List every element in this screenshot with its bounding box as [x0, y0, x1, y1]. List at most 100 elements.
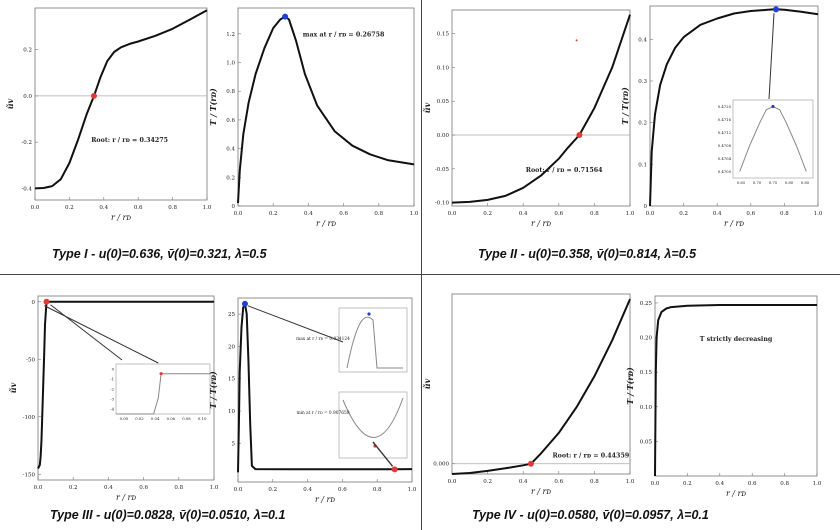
y-tick-label: 0.2	[23, 48, 32, 54]
annotation-text: T strictly decreasing	[700, 336, 773, 343]
y-tick-label: 0.25	[640, 301, 653, 307]
x-axis-label: r / rᴅ	[531, 487, 551, 496]
inset-frame-bottom	[338, 391, 408, 459]
inset-y-tick-label: 0.4716	[718, 117, 732, 122]
x-tick-label: 0.6	[139, 485, 148, 491]
plot-frame	[649, 5, 819, 207]
y-tick-label: 0.0	[23, 94, 32, 100]
marker-point	[773, 6, 779, 13]
inset-x-tick-label: 0.80	[785, 180, 794, 185]
y-tick-label: 0.10	[640, 405, 653, 411]
inset-x-tick-label: 0.08	[182, 416, 191, 421]
plot-frame	[237, 297, 413, 483]
chart-3-2: 0.0 0.2 0.4 0.6 0.8 1.0 25 20 15 10 5 r / rᴅ T / T(r…	[208, 297, 417, 504]
x-tick-label: 0.6	[134, 205, 143, 211]
x-tick-label: 0.0	[448, 479, 457, 485]
plot-frame	[451, 9, 631, 207]
x-tick-label: 0.2	[268, 487, 277, 493]
x-tick-label: 0.6	[554, 479, 563, 485]
x-tick-label: 0.8	[168, 205, 177, 211]
chart-4-1: 0.0 0.2 0.4 0.6 0.8 1.0 0.000 r / rᴅ ũv Root: r /…	[422, 293, 635, 496]
inset-y-tick-label: 0.4720	[718, 104, 732, 109]
y-tick-label: -100	[23, 415, 36, 421]
x-tick-label: 0.0	[651, 481, 660, 487]
inset-marker	[771, 104, 775, 109]
y-tick-label: 25	[228, 312, 235, 318]
x-tick-label: 0.4	[304, 211, 313, 217]
inset-chart: 0.00 0.02 0.04 0.06 0.08 0.10 0 -1 -2 -3 -4	[110, 363, 211, 421]
inset-x-tick-label: 0.10	[198, 416, 207, 421]
inset-y-tick-label: 0.4704	[718, 156, 732, 161]
x-axis-label: r / rᴅ	[724, 219, 744, 228]
x-axis-label: r / rᴅ	[111, 213, 131, 222]
x-tick-label: 0.8	[590, 479, 599, 485]
y-tick-label: 0.10	[437, 65, 450, 71]
inset-top-marker	[367, 312, 371, 316]
stray-point	[575, 39, 578, 42]
x-tick-label: 0.2	[69, 485, 78, 491]
y-axis-label: T / T(rᴅ)	[208, 88, 218, 126]
y-tick-label: 0	[232, 204, 236, 210]
inset-frame	[115, 363, 211, 415]
marker-point	[527, 460, 534, 467]
marker-point	[90, 92, 97, 99]
marker-point	[282, 13, 289, 20]
x-axis-label: r / rᴅ	[316, 219, 336, 228]
caption-type-1: Type I - u(0)=0.636, v̄(0)=0.321, λ=0.5	[52, 247, 267, 261]
inset-y-tick-label: -3	[110, 397, 114, 402]
series-line	[451, 14, 631, 204]
y-tick-label: 0.4	[226, 147, 235, 153]
x-tick-label: 0.0	[34, 485, 43, 491]
x-tick-label: 0.6	[554, 211, 563, 217]
inset-y-tick-label: 0	[112, 367, 115, 372]
y-tick-label: -0.05	[435, 167, 450, 173]
marker-point-2	[391, 466, 398, 473]
x-tick-label: 1.0	[408, 487, 417, 493]
annotation-text: Root: r / rᴅ = 0.71564	[526, 167, 603, 174]
x-tick-label: 0.0	[448, 211, 457, 217]
x-tick-label: 0.2	[679, 211, 688, 217]
inset-x-tick-label: 0.06	[167, 416, 176, 421]
y-tick-label: -150	[23, 472, 36, 478]
inset-x-tick-label: 0.00	[120, 416, 129, 421]
y-tick-label: 0.3	[638, 79, 647, 85]
inset-chart: max at r / rᴅ = 0.034124 min at r / rᴅ = …	[296, 307, 408, 459]
y-tick-label: 0.8	[226, 89, 235, 95]
x-tick-label: 1.0	[410, 211, 419, 217]
x-tick-label: 0.8	[374, 211, 383, 217]
annotation-text: Root: r / rᴅ = 0.34275	[91, 137, 168, 144]
x-tick-label: 0.0	[234, 487, 243, 493]
y-axis-label: T / T(rᴅ)	[625, 367, 635, 405]
y-tick-label: 15	[228, 377, 235, 383]
y-tick-label: 0.15	[437, 32, 450, 38]
y-tick-label: 0.2	[226, 175, 235, 181]
pointer-arrow-top	[247, 305, 344, 343]
y-tick-label: -0.10	[435, 201, 450, 207]
inset-x-tick-label: 0.70	[753, 180, 762, 185]
y-tick-label: 0.05	[640, 439, 653, 445]
chart-1-2: 0.0 0.2 0.4 0.6 0.8 1.0 0 0.2 0.4 0.6 0.8 1.0 1.2 r /…	[208, 7, 419, 228]
vertical-divider	[421, 0, 422, 530]
x-tick-label: 0.2	[65, 205, 74, 211]
x-axis-label: r / rᴅ	[116, 493, 136, 502]
x-tick-label: 0.4	[104, 485, 113, 491]
inset-y-tick-label: 0.4700	[718, 169, 732, 174]
y-tick-label: 0.4	[638, 37, 647, 43]
y-axis-label: ũv	[5, 98, 15, 109]
x-tick-label: 0.8	[780, 211, 789, 217]
x-tick-label: 0.0	[234, 211, 243, 217]
y-tick-label: 0.15	[640, 370, 653, 376]
y-tick-label: 1.0	[226, 61, 235, 67]
x-tick-label: 1.0	[210, 485, 219, 491]
y-tick-label: 5	[232, 441, 236, 447]
marker-point	[241, 300, 248, 307]
series-line	[37, 300, 214, 469]
inset-top-curve	[346, 316, 403, 369]
horizontal-divider	[0, 274, 840, 275]
y-axis-label: ũv	[8, 382, 18, 393]
y-tick-label: 0.6	[226, 118, 235, 124]
inset-x-tick-label: 0.85	[801, 180, 810, 185]
series-line	[451, 298, 631, 475]
x-tick-label: 0.2	[683, 481, 692, 487]
